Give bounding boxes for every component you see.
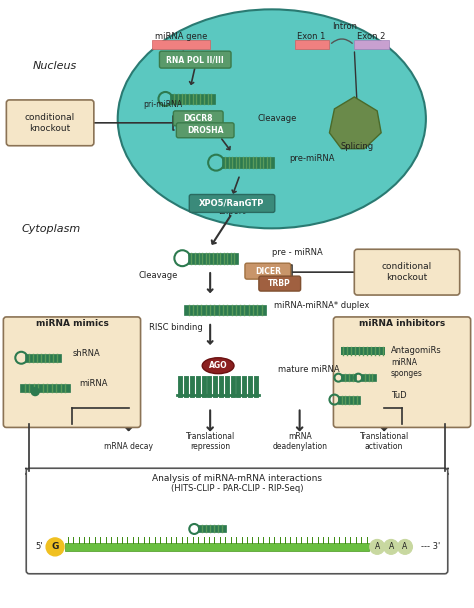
FancyBboxPatch shape <box>259 276 301 291</box>
Text: RNA POL II/III: RNA POL II/III <box>166 55 224 64</box>
Text: mature miRNA: mature miRNA <box>278 365 339 374</box>
Circle shape <box>383 539 399 554</box>
Ellipse shape <box>202 358 234 374</box>
FancyBboxPatch shape <box>338 396 360 404</box>
Text: Nucleus: Nucleus <box>33 61 77 71</box>
FancyBboxPatch shape <box>354 40 389 49</box>
Text: Translational
repression: Translational repression <box>185 432 235 451</box>
Text: Splicing: Splicing <box>341 142 374 151</box>
Text: 5': 5' <box>36 542 43 551</box>
Text: miRNA: miRNA <box>79 379 108 388</box>
FancyBboxPatch shape <box>6 100 94 146</box>
FancyBboxPatch shape <box>170 94 215 104</box>
Text: shRNA: shRNA <box>73 349 100 358</box>
Text: Cleavage: Cleavage <box>258 114 297 123</box>
FancyBboxPatch shape <box>222 157 274 168</box>
FancyBboxPatch shape <box>333 317 471 427</box>
Circle shape <box>398 539 412 554</box>
FancyBboxPatch shape <box>26 468 448 574</box>
FancyBboxPatch shape <box>159 51 231 68</box>
Text: Cleavage: Cleavage <box>138 271 178 280</box>
Text: XPO5/RanGTP: XPO5/RanGTP <box>200 199 264 208</box>
FancyBboxPatch shape <box>245 263 291 279</box>
Text: Exon 1: Exon 1 <box>297 32 326 41</box>
Circle shape <box>370 539 384 554</box>
FancyBboxPatch shape <box>20 384 70 392</box>
Text: miRNA
sponges: miRNA sponges <box>391 358 423 378</box>
Polygon shape <box>329 97 381 149</box>
Text: mRNA decay: mRNA decay <box>104 443 153 451</box>
Text: miRNA inhibitors: miRNA inhibitors <box>359 319 445 328</box>
FancyBboxPatch shape <box>184 305 266 315</box>
Text: A: A <box>402 542 408 551</box>
FancyBboxPatch shape <box>26 354 61 362</box>
FancyBboxPatch shape <box>189 195 275 212</box>
FancyBboxPatch shape <box>341 374 356 381</box>
Text: Exon 2: Exon 2 <box>357 32 385 41</box>
FancyBboxPatch shape <box>176 123 234 138</box>
Text: Export: Export <box>219 207 246 216</box>
Text: conditional
knockout: conditional knockout <box>382 263 432 282</box>
Text: TRBP: TRBP <box>268 279 291 288</box>
Text: Analysis of miRNA-mRNA interactions: Analysis of miRNA-mRNA interactions <box>152 474 322 483</box>
Text: A: A <box>389 542 394 551</box>
Text: DROSHA: DROSHA <box>187 126 223 135</box>
Text: AGO: AGO <box>209 361 228 370</box>
Text: pre-miRNA: pre-miRNA <box>290 154 335 163</box>
Text: Translational
activation: Translational activation <box>359 432 409 451</box>
FancyBboxPatch shape <box>198 525 226 533</box>
Text: conditional
knockout: conditional knockout <box>25 113 75 133</box>
Text: G: G <box>51 542 59 551</box>
Text: Cytoplasm: Cytoplasm <box>21 224 81 234</box>
FancyBboxPatch shape <box>3 317 141 427</box>
Text: miRNA gene: miRNA gene <box>155 32 208 41</box>
FancyBboxPatch shape <box>173 111 223 126</box>
Text: --- 3': --- 3' <box>421 542 440 551</box>
Text: miRNA-miRNA* duplex: miRNA-miRNA* duplex <box>274 301 369 310</box>
FancyBboxPatch shape <box>341 347 385 354</box>
Circle shape <box>31 388 39 396</box>
Text: miRNA mimics: miRNA mimics <box>36 319 109 328</box>
FancyBboxPatch shape <box>354 249 460 295</box>
Text: A: A <box>374 542 380 551</box>
Text: DGCR8: DGCR8 <box>183 114 213 123</box>
FancyBboxPatch shape <box>153 40 210 49</box>
FancyBboxPatch shape <box>65 543 369 551</box>
Text: pre - miRNA: pre - miRNA <box>272 248 322 257</box>
Text: mRNA
deadenylation: mRNA deadenylation <box>272 432 327 451</box>
Text: TuD: TuD <box>391 390 407 399</box>
FancyBboxPatch shape <box>361 374 376 381</box>
Text: DICER: DICER <box>255 267 281 275</box>
Text: pri-miRNA: pri-miRNA <box>143 100 182 109</box>
Text: (HITS-CLIP - PAR-CLIP - RIP-Seq): (HITS-CLIP - PAR-CLIP - RIP-Seq) <box>171 484 303 493</box>
Text: RISC binding: RISC binding <box>148 323 202 332</box>
Circle shape <box>46 538 64 556</box>
Text: AntagomiRs: AntagomiRs <box>391 346 442 355</box>
Ellipse shape <box>118 9 426 229</box>
Text: Intron: Intron <box>332 22 357 31</box>
FancyBboxPatch shape <box>295 40 329 49</box>
FancyBboxPatch shape <box>188 253 238 264</box>
